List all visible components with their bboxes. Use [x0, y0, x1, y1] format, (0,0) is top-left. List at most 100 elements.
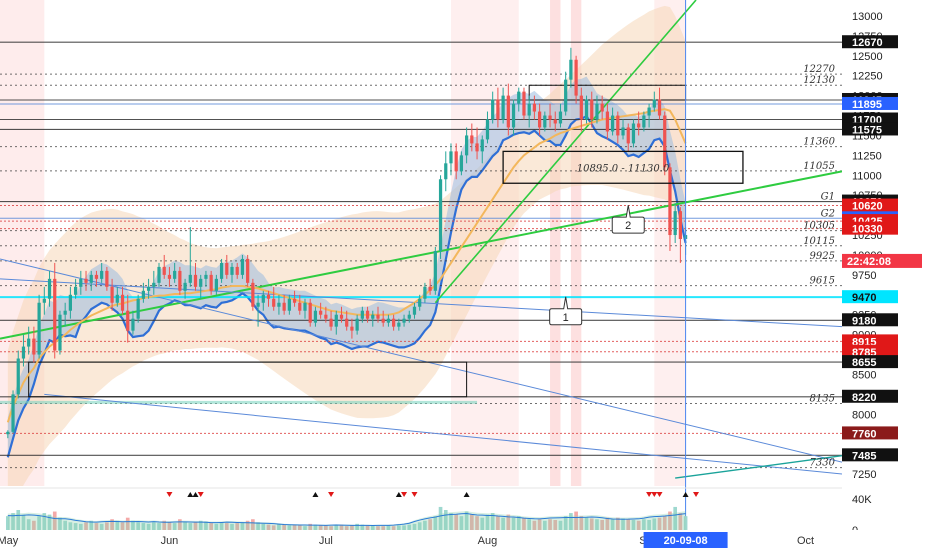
g-level-G2: G2 — [821, 208, 835, 219]
candle — [438, 175, 443, 259]
candle — [183, 278, 187, 299]
candle — [303, 298, 307, 319]
candle — [616, 111, 620, 144]
candle-body — [631, 123, 636, 144]
volume-bar — [391, 526, 396, 530]
volume-bar — [136, 522, 140, 530]
candle-body — [183, 282, 187, 291]
volume-bar — [204, 521, 208, 530]
candle-body — [668, 167, 672, 236]
volume-bar — [277, 523, 281, 530]
candle-body — [272, 298, 276, 307]
volume-bar — [105, 522, 109, 530]
volume-bar — [537, 519, 542, 530]
price-tag-7760: 7760 — [842, 426, 898, 440]
volume-bar — [11, 513, 15, 530]
volume-bar — [42, 513, 47, 530]
price-tag-bg — [842, 198, 898, 212]
candle-body — [673, 211, 677, 236]
candle — [37, 294, 41, 359]
candle-body — [214, 278, 218, 291]
callout-text: 2 — [625, 220, 631, 232]
volume-bar — [78, 523, 83, 530]
candle — [444, 151, 448, 192]
candle — [58, 310, 62, 355]
time-axis[interactable]: MayJunJulAugSepOct20-09-08 — [0, 530, 932, 550]
volume-bar — [475, 516, 479, 530]
callout-bubble — [611, 205, 645, 234]
candle-body — [449, 151, 453, 164]
candle — [188, 227, 192, 287]
candle — [418, 294, 422, 311]
candle-body — [381, 318, 385, 323]
time-tick-label: Jul — [319, 535, 333, 547]
candle-body — [574, 59, 578, 96]
candle — [595, 95, 599, 124]
volume-bar — [318, 525, 323, 530]
candle — [21, 334, 26, 367]
price-tag-bg — [842, 313, 898, 327]
volume-bar — [516, 516, 521, 530]
candle — [329, 310, 333, 331]
volume-bar — [58, 517, 62, 530]
candle — [392, 314, 396, 331]
candle — [287, 294, 291, 315]
candle — [668, 163, 672, 251]
candle-body — [433, 250, 437, 291]
candle — [610, 107, 615, 136]
candle — [543, 111, 547, 132]
volume-bar — [256, 522, 260, 530]
volume-bar — [26, 519, 31, 530]
candle-body — [37, 302, 41, 355]
down-marker — [646, 492, 653, 497]
candle — [579, 87, 583, 132]
price-tag-bg — [842, 35, 898, 49]
candle — [240, 254, 245, 279]
candle-body — [27, 338, 31, 347]
candle-body — [73, 286, 78, 295]
candle — [308, 298, 312, 327]
candle-body — [496, 99, 500, 120]
volume-bar — [240, 522, 245, 530]
candle-body — [209, 274, 213, 291]
callouts: 12 — [549, 205, 645, 326]
candle-body — [465, 135, 469, 156]
price-tag-text: 7485 — [852, 450, 876, 462]
volume-bar — [344, 526, 349, 530]
candle-body — [485, 119, 490, 140]
candle-body — [246, 258, 250, 283]
level-text-11360: 11360 — [803, 137, 835, 148]
price-tick-label: 11250 — [852, 150, 882, 162]
price-tag-9470: 9470 — [842, 290, 898, 304]
volume-bar — [266, 524, 271, 530]
up-marker — [682, 492, 689, 497]
candle-body — [637, 123, 641, 128]
candle-body — [11, 394, 15, 432]
volume-bar — [563, 516, 568, 530]
candle-body — [392, 318, 396, 327]
price-tag-11575: 11575 — [842, 122, 898, 136]
time-tick-label: Oct — [797, 535, 814, 547]
candle — [511, 99, 516, 136]
candle — [548, 103, 552, 128]
candle-body — [261, 294, 265, 303]
price-tag-12670: 12670 — [842, 35, 898, 49]
candle — [454, 143, 458, 180]
candle-body — [543, 115, 547, 128]
candle-body — [548, 115, 552, 120]
candle — [105, 266, 109, 291]
price-tag-11895: 11895 — [842, 96, 898, 111]
candle — [350, 318, 354, 339]
candle-body — [298, 302, 302, 311]
volume-bar — [324, 525, 328, 530]
volume-bar — [5, 516, 10, 530]
g-level-G1: G1 — [821, 192, 835, 203]
callout-2: 2 — [611, 205, 645, 234]
candle — [365, 306, 370, 323]
green-trend-line — [0, 170, 842, 340]
volume-bar — [151, 522, 156, 530]
candle-body — [313, 310, 318, 323]
volume-bar — [428, 519, 432, 530]
volume-bar — [470, 514, 474, 530]
volume-bar — [230, 523, 234, 530]
